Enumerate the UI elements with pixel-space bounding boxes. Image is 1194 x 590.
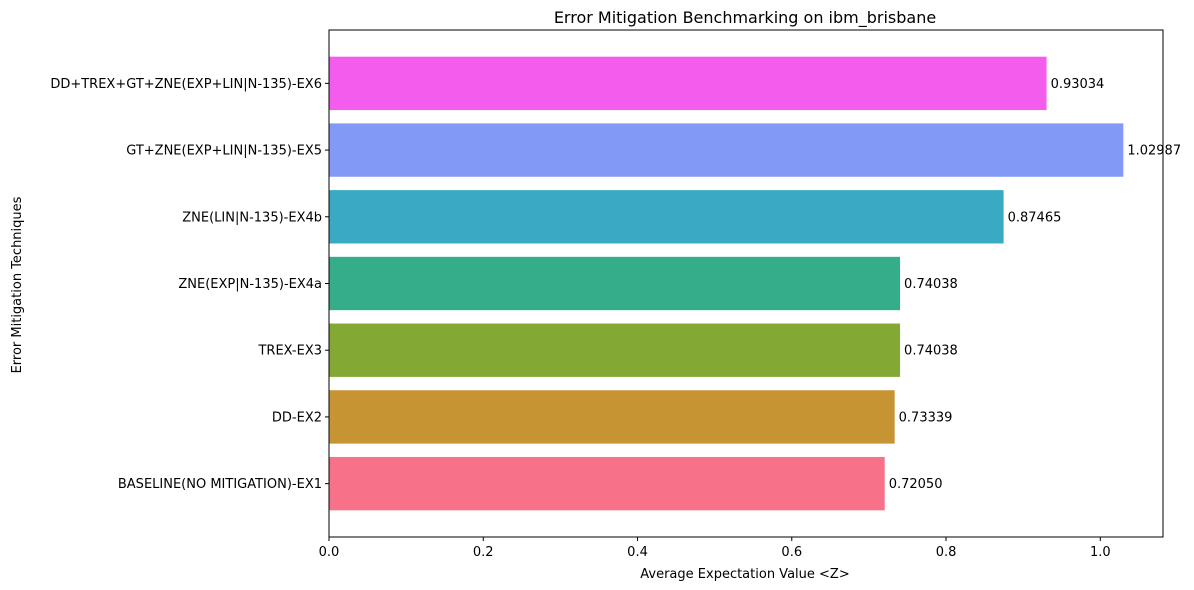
y-tick-label: ZNE(EXP|N-135)-EX4a [178,277,322,292]
y-tick-label: ZNE(LIN|N-135)-EX4b [182,210,322,225]
bar [329,56,1047,111]
x-axis-ticks: 0.0 0.2 0.4 0.6 0.8 1.0 [319,537,1111,560]
x-tick-label: 0.6 [781,545,802,560]
bar-value-label: 0.74038 [904,277,958,292]
bars-group [329,56,1124,511]
bar [329,456,885,511]
y-axis-label: Error Mitigation Techniques [10,196,25,373]
bar-value-label: 0.87465 [1008,210,1062,225]
x-axis-label: Average Expectation Value <Z> [640,567,849,582]
x-tick-label: 0.2 [473,545,494,560]
bar-value-label: 0.72050 [889,477,943,492]
x-tick-label: 1.0 [1090,545,1111,560]
y-tick-label: DD-EX2 [272,410,322,425]
bar-value-label: 0.74038 [904,344,958,359]
bar-value-label: 1.02987 [1127,144,1181,159]
y-axis-ticks: BASELINE(NO MITIGATION)-EX1 DD-EX2 TREX-EX… [50,77,329,492]
bar [329,256,901,311]
value-labels-group: 0.72050 0.73339 0.74038 0.74038 0.87465 1.029… [889,77,1181,492]
bar-value-label: 0.93034 [1051,77,1105,92]
y-tick-label: BASELINE(NO MITIGATION)-EX1 [118,477,322,492]
bar [329,190,1004,244]
y-tick-label: TREX-EX3 [257,344,322,359]
x-tick-label: 0.0 [319,545,340,560]
bar [329,390,895,444]
y-tick-label: GT+ZNE(EXP+LIN|N-135)-EX5 [126,144,322,159]
plot-frame [328,29,1164,538]
bar-value-label: 0.73339 [899,410,953,425]
bar [329,323,901,377]
x-tick-label: 0.8 [936,545,957,560]
bar [329,123,1124,177]
chart-title: Error Mitigation Benchmarking on ibm_bri… [554,8,936,28]
x-tick-label: 0.4 [627,545,648,560]
y-tick-label: DD+TREX+GT+ZNE(EXP+LIN|N-135)-EX6 [50,77,322,92]
